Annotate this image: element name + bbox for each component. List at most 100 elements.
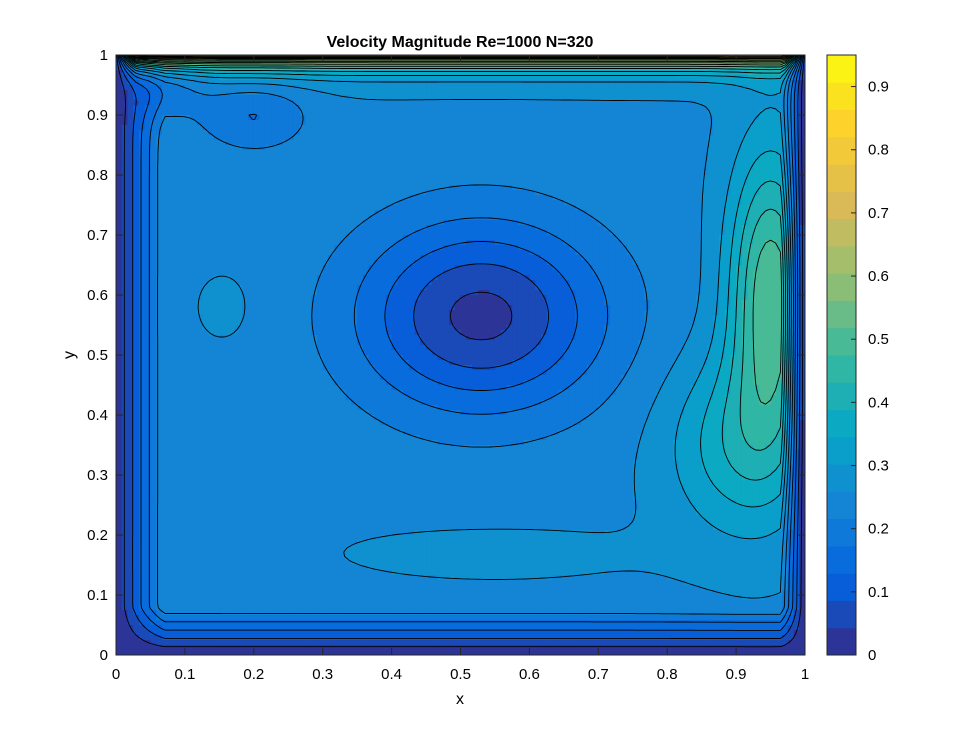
field-cell [328,135,335,141]
field-cell [592,85,599,91]
field-cell [133,180,140,186]
field-cell [385,250,393,256]
field-cell [730,250,737,256]
field-cell [770,175,777,181]
field-cell [357,245,364,251]
field-cell [500,210,508,216]
field-cell [494,255,502,261]
field-cell [558,195,565,201]
field-cell [173,235,180,241]
field-cell [391,135,398,141]
field-cell [282,205,289,211]
field-cell [167,210,175,216]
field-cell [483,205,490,211]
field-cell [506,160,513,166]
field-cell [127,240,134,246]
field-cell [225,125,232,131]
field-cell [558,160,565,166]
field-cell [207,175,215,181]
field-cell [334,140,341,146]
field-cell [167,175,175,181]
field-cell [690,95,697,101]
field-cell [288,170,295,176]
field-cell [604,130,611,136]
field-cell [466,190,473,196]
field-cell [690,220,697,226]
field-cell [127,165,134,171]
field-cell [121,210,129,216]
field-cell [443,120,450,126]
field-cell [615,85,622,91]
field-cell [426,255,433,261]
field-cell [638,100,645,106]
field-cell [535,165,542,171]
field-cell [121,190,129,196]
field-cell [259,235,266,241]
field-cell [471,120,479,126]
field-cell [311,165,318,171]
field-cell [477,220,485,226]
field-cell [380,175,387,181]
field-cell [236,160,243,166]
field-cell [380,215,387,221]
field-cell [638,215,645,221]
field-cell [116,260,123,266]
field-cell [265,130,272,136]
field-cell [133,110,140,116]
field-cell [138,205,146,211]
field-cell [471,220,479,226]
field-cell [644,195,651,201]
field-cell [500,260,508,266]
field-cell [741,80,749,86]
field-cell [144,145,152,151]
field-cell [632,180,640,186]
field-cell [782,140,789,146]
field-cell [219,150,226,156]
field-cell [391,115,398,121]
field-cell [150,245,157,251]
field-cell [782,80,789,86]
field-cell [707,220,714,226]
field-cell [759,110,766,116]
field-cell [408,210,416,216]
field-cell [736,75,743,81]
field-cell [684,130,691,136]
field-cell [500,85,508,91]
field-cell [667,245,674,251]
field-cell [747,140,754,146]
field-cell [793,95,800,101]
field-cell [161,80,169,86]
field-cell [230,255,238,261]
field-cell [242,125,249,131]
field-cell [219,120,226,126]
field-cell [506,190,513,196]
field-cell [437,165,444,171]
field-cell [305,145,312,151]
field-cell [523,250,530,256]
field-cell [374,190,381,196]
field-cell [615,120,622,126]
field-cell [351,90,358,96]
field-cell [156,200,163,206]
field-cell [299,150,307,156]
field-cell [776,80,783,86]
field-cell [736,125,743,131]
field-cell [477,245,485,251]
field-cell [276,150,284,156]
field-cell [334,210,341,216]
field-cell [638,105,645,111]
field-cell [575,115,582,121]
field-cell [494,75,502,81]
field-cell [173,155,180,161]
field-cell [471,240,479,246]
field-cell [569,95,576,101]
field-cell [374,95,381,101]
field-cell [661,195,668,201]
field-cell [690,230,697,236]
field-cell [293,165,301,171]
field-cell [328,180,335,186]
field-cell [638,120,645,126]
field-cell [282,155,289,161]
field-cell [489,65,496,71]
field-cell [563,100,571,106]
